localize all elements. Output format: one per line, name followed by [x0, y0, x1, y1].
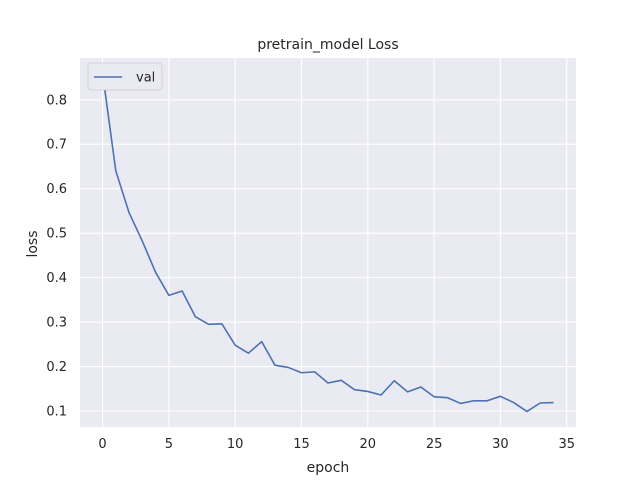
legend-frame: [87, 62, 163, 91]
legend-label: val: [136, 71, 155, 86]
legend: val: [87, 62, 163, 91]
x-tick-label: 0: [98, 437, 106, 452]
grid-lines: [80, 58, 576, 427]
x-tick-labels: 0 5 10 15 20 25 30 35: [98, 437, 575, 452]
x-axis-label: epoch: [307, 460, 350, 476]
y-tick-label: 0.7: [46, 138, 67, 153]
x-tick-label: 15: [293, 437, 310, 452]
x-tick-label: 5: [165, 437, 173, 452]
series-lines: [101, 73, 554, 413]
y-tick-label: 0.2: [46, 360, 67, 375]
y-tick-label: 0.5: [46, 227, 67, 242]
plot-area: [80, 58, 576, 427]
y-tick-label: 0.4: [46, 271, 67, 286]
x-tick-label: 30: [492, 437, 509, 452]
series-line-val: [101, 73, 554, 413]
x-tick-label: 10: [227, 437, 244, 452]
y-tick-label: 0.6: [46, 182, 67, 197]
x-tick-label: 35: [558, 437, 575, 452]
y-tick-labels: 0.1 0.2 0.3 0.4 0.5 0.6 0.7 0.8: [46, 93, 67, 419]
x-tick-label: 20: [360, 437, 377, 452]
y-tick-label: 0.1: [46, 404, 67, 419]
y-tick-label: 0.8: [46, 93, 67, 108]
y-axis-label: loss: [25, 230, 41, 257]
chart-title: pretrain_model Loss: [257, 37, 398, 53]
y-tick-label: 0.3: [46, 316, 67, 331]
x-tick-label: 25: [426, 437, 443, 452]
